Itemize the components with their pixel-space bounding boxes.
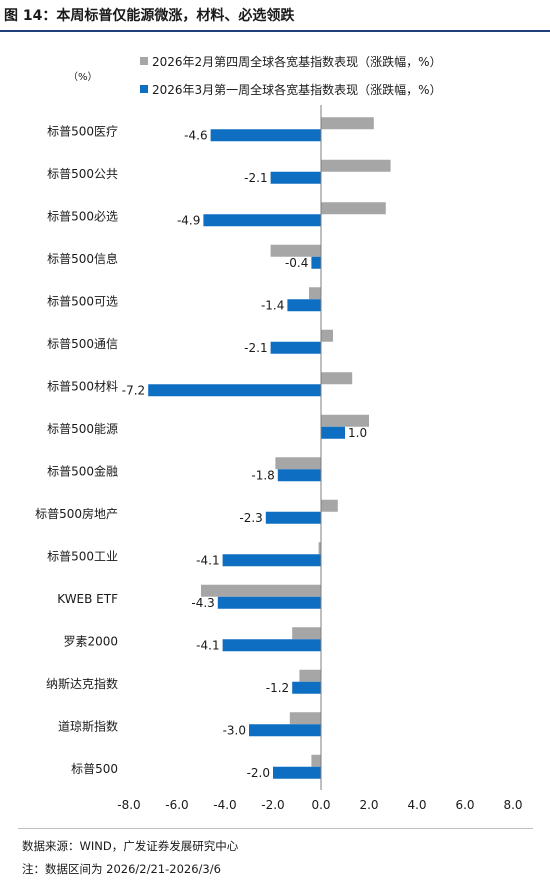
figure-title: 图 14：本周标普仅能源微涨，材料、必选领跌 (4, 8, 295, 24)
category-label: 纳斯达克指数 (46, 676, 118, 691)
bar-week4 (321, 372, 353, 385)
date-range-note: 注：数据区间为 2026/2/21-2026/3/6 (22, 862, 221, 876)
bar-week1 (277, 469, 321, 482)
bar-week1 (210, 129, 321, 142)
x-tick-label: 6.0 (455, 798, 474, 812)
data-label: -0.4 (285, 256, 308, 270)
x-tick-label: 8.0 (503, 798, 522, 812)
category-label: 标普500信息 (47, 251, 118, 266)
bar-week1 (148, 384, 321, 397)
bar-week1 (270, 341, 321, 354)
x-tick-label: 0.0 (311, 798, 330, 812)
bar-week1 (270, 171, 321, 184)
source-note: 数据来源：WIND，广发证券发展研究中心 (22, 839, 239, 853)
data-label: -2.3 (239, 511, 262, 525)
legend-item-week1: 2026年3月第一周全球各宽基指数表现（涨跌幅，%） (140, 79, 442, 99)
data-label: -7.2 (122, 383, 145, 397)
category-label: 标普500 (71, 762, 118, 776)
bar-week4 (321, 202, 386, 215)
data-label: -4.9 (177, 213, 200, 227)
category-label: 标普500可选 (47, 294, 118, 308)
bar-week4 (321, 329, 333, 342)
category-label: KWEB ETF (57, 592, 118, 606)
bar-week4 (321, 159, 391, 172)
bar-week1 (311, 256, 321, 269)
bar-week4 (270, 244, 321, 257)
category-label: 标普500通信 (47, 337, 118, 351)
bar-week1 (287, 299, 321, 312)
data-label: -2.1 (244, 341, 267, 355)
category-label: 标普500必选 (47, 209, 118, 223)
bar-week1 (292, 681, 321, 694)
bar-week1 (321, 426, 345, 439)
x-tick-label: 4.0 (407, 798, 426, 812)
bar-week4 (299, 669, 321, 682)
legend-label-week4: 2026年2月第四周全球各宽基指数表现（涨跌幅，%） (152, 54, 442, 69)
bar-week4 (201, 584, 321, 597)
data-label: -4.1 (196, 553, 219, 567)
x-tick-label: 2.0 (359, 798, 378, 812)
bar-week4 (321, 499, 338, 512)
bar-chart: 标普500医疗 -4.6 标普500公共 -2.1 标普500必选 -4.9 标普500信息… (35, 105, 523, 812)
data-label: 1.0 (348, 426, 367, 440)
unit-label: （%） (68, 72, 98, 83)
footer-divider (18, 828, 533, 829)
category-label: 标普500房地产 (35, 506, 118, 521)
data-label: -2.0 (247, 766, 270, 780)
title-divider (0, 30, 550, 32)
data-label: -1.8 (251, 468, 274, 482)
bar-week4 (321, 117, 374, 130)
data-label: -2.1 (244, 171, 267, 185)
bar-week1 (249, 724, 321, 737)
bar-week4 (321, 414, 369, 427)
bar-week4 (309, 287, 321, 300)
chart-legend: 2026年2月第四周全球各宽基指数表现（涨跌幅，%） 2026年3月第一周全球各… (140, 51, 442, 107)
category-label: 标普500医疗 (47, 124, 118, 138)
data-label: -4.3 (191, 596, 214, 610)
bar-week4 (318, 542, 321, 555)
category-label: 标普500金融 (47, 463, 118, 478)
legend-item-week4: 2026年2月第四周全球各宽基指数表现（涨跌幅，%） (140, 51, 442, 71)
x-tick-label: -4.0 (213, 798, 236, 812)
category-label: 标普500工业 (47, 549, 118, 563)
x-tick-label: -6.0 (165, 798, 188, 812)
bar-week1 (273, 766, 321, 779)
x-tick-label: -2.0 (261, 798, 284, 812)
category-label: 标普500材料 (47, 379, 118, 393)
bar-week4 (275, 457, 321, 470)
bar-week1 (203, 214, 321, 227)
bar-week4 (292, 627, 321, 640)
category-label: 标普500公共 (47, 167, 118, 181)
data-label: -1.2 (266, 681, 289, 695)
data-label: -4.1 (196, 638, 219, 652)
bar-week1 (217, 596, 321, 609)
category-label: 道琼斯指数 (58, 718, 118, 733)
bar-week4 (311, 754, 321, 767)
data-label: -4.6 (184, 128, 207, 142)
legend-label-week1: 2026年3月第一周全球各宽基指数表现（涨跌幅，%） (152, 82, 442, 97)
legend-swatch-blue (140, 85, 148, 93)
category-label: 罗素2000 (63, 634, 118, 648)
bar-week4 (289, 712, 321, 725)
x-tick-label: -8.0 (117, 798, 140, 812)
bar-week1 (265, 511, 321, 524)
data-label: -1.4 (261, 298, 284, 312)
data-label: -3.0 (223, 723, 246, 737)
bar-week1 (222, 639, 321, 652)
category-label: 标普500能源 (47, 422, 118, 436)
bar-week1 (222, 554, 321, 567)
legend-swatch-gray (140, 57, 148, 65)
